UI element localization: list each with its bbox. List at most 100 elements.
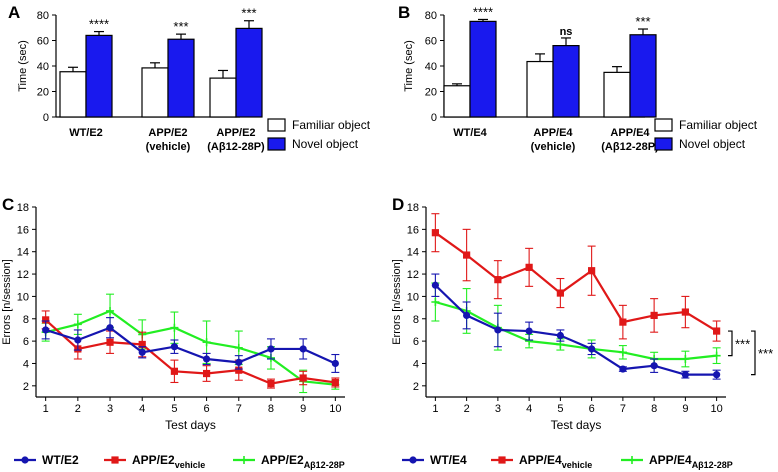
y-tick-label: 6: [23, 336, 29, 348]
data-point: [106, 338, 114, 346]
category-label: (vehicle): [146, 141, 191, 153]
legend-entry: Novel object: [292, 137, 359, 151]
x-tick-label: 1: [43, 403, 49, 415]
significance-bracket: [751, 330, 756, 376]
bar-familiar: [603, 71, 631, 118]
x-tick-label: 10: [329, 403, 341, 415]
legend-marker: [409, 456, 417, 464]
data-point: [712, 351, 721, 360]
legend-entry: WT/E4: [430, 453, 467, 467]
x-tick-label: 3: [495, 403, 501, 415]
x-tick-label: 5: [171, 403, 177, 415]
x-tick-label: 1: [432, 403, 438, 415]
panel-b: B 0 20 40 60 80 Time (sec) **** WT/E4 ns APP/E4 (ve…: [398, 3, 758, 153]
series-line: [434, 231, 718, 332]
x-tick-label: 2: [75, 403, 81, 415]
y-tick-label: 20: [425, 87, 437, 99]
panel-a: A 0 20 40 60 80 Time (sec) **** WT/E2 *** APP/E2 (v…: [8, 3, 371, 153]
data-point: [494, 276, 502, 284]
series-app-vehicle: [431, 213, 721, 342]
legend-marker: [111, 456, 119, 464]
data-point: [431, 298, 440, 306]
data-point: [650, 311, 658, 320]
data-point: [619, 365, 627, 373]
x-tick-label: 8: [651, 403, 657, 415]
x-tick-label: 9: [300, 403, 306, 415]
legend-swatch: [267, 118, 286, 132]
data-point: [74, 336, 82, 344]
panel-label: D: [392, 195, 404, 214]
legend-entry: Familiar object: [292, 118, 371, 132]
x-tick-label: 4: [139, 403, 145, 415]
x-tick-label: 2: [464, 403, 470, 415]
data-point: [556, 289, 564, 297]
y-axis-label: Time (sec): [17, 40, 29, 92]
data-point: [138, 340, 146, 349]
series-app-treated: [41, 293, 340, 394]
legend-entry-name: WT/E4: [430, 453, 467, 467]
panel-label: C: [2, 195, 14, 214]
significance-label: ****: [89, 17, 109, 32]
data-point: [681, 308, 689, 316]
data-point: [202, 369, 211, 378]
y-tick-label: 14: [17, 247, 29, 259]
y-tick-label: 16: [17, 224, 29, 236]
significance-label: ***: [758, 346, 773, 361]
x-tick-label: 4: [526, 403, 532, 415]
data-point: [106, 306, 115, 315]
category-label: APP/E2: [148, 127, 187, 139]
data-point: [588, 345, 596, 353]
category-label: (Aβ12-28P): [601, 141, 659, 153]
bar-novel: [167, 38, 195, 118]
data-point: [463, 311, 471, 320]
legend-swatch: [654, 137, 673, 151]
x-tick-label: 7: [620, 403, 626, 415]
x-tick-label: 3: [107, 403, 113, 415]
y-tick-label: 18: [17, 202, 29, 214]
y-tick-label: 20: [37, 87, 49, 99]
y-tick-label: 60: [37, 36, 49, 48]
legend-entry-name: APP/E4: [649, 453, 692, 467]
significance-label: ***: [635, 14, 650, 29]
data-point: [713, 371, 721, 379]
x-axis-label: Test days: [165, 418, 216, 432]
legend-entry: APP/E2Aβ12-28P: [261, 453, 345, 470]
series-line: [435, 300, 717, 361]
y-tick-label: 12: [407, 269, 419, 281]
bar-novel: [85, 34, 113, 118]
panel-label: B: [398, 3, 410, 22]
series-line: [44, 319, 336, 385]
significance-bracket: [728, 330, 733, 357]
y-axis-label: Errors [n/session]: [1, 259, 13, 345]
data-point: [556, 340, 565, 349]
legend-marker: [240, 456, 248, 464]
significance-label: ***: [173, 19, 188, 34]
significance-label: ns: [560, 26, 573, 38]
legend-entry: APP/E4vehicle: [519, 453, 592, 470]
bar-novel: [552, 44, 580, 118]
legend-swatch: [267, 137, 286, 151]
data-point: [556, 331, 564, 340]
y-tick-label: 60: [425, 36, 437, 48]
legend-entry: Familiar object: [679, 118, 758, 132]
bar-novel: [629, 34, 657, 118]
category-label: (vehicle): [531, 141, 576, 153]
data-point: [42, 316, 50, 324]
series-line: [434, 284, 717, 376]
bar-familiar: [59, 71, 87, 118]
y-tick-label: 4: [23, 358, 29, 370]
data-point: [42, 326, 50, 334]
data-point: [299, 345, 307, 353]
data-point: [618, 348, 627, 357]
data-point: [431, 281, 439, 289]
series-wt: [431, 273, 721, 380]
x-tick-label: 6: [589, 403, 595, 415]
legend-marker: [628, 456, 636, 464]
series-wt: [41, 317, 340, 373]
legend-entry-subscript: vehicle: [562, 460, 593, 470]
data-point: [235, 358, 243, 366]
data-point: [463, 251, 471, 259]
data-point: [525, 327, 533, 335]
